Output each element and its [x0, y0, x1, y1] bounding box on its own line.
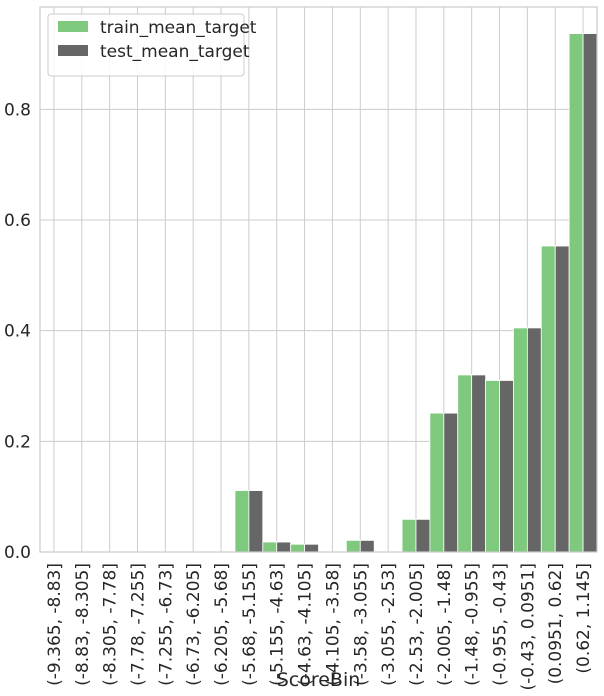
- bar-train: [290, 543, 305, 553]
- x-tick-label: (-0.955, -0.43]: [491, 563, 511, 686]
- x-tick-label: (0.62, 1.145]: [574, 563, 594, 674]
- y-tick-label: 0.6: [4, 211, 31, 231]
- bar-train: [485, 380, 500, 553]
- bar-test: [276, 541, 292, 553]
- y-axis: 0.0 0.2 0.4 0.6 0.8: [4, 100, 31, 563]
- x-tick-label: (-0.43, 0.0951]: [518, 563, 538, 691]
- bar-test: [443, 412, 459, 553]
- bar-test: [248, 490, 264, 553]
- bar-test: [554, 245, 570, 553]
- bar-train: [262, 541, 278, 553]
- x-tick-label: (-7.255, -6.73]: [156, 563, 176, 686]
- x-axis-label: ScoreBin: [277, 669, 361, 691]
- legend-label-train: train_mean_target: [100, 18, 257, 38]
- x-tick-label: (-5.68, -5.155]: [240, 563, 260, 686]
- plot-frame: [39, 6, 598, 553]
- bar-test: [471, 374, 486, 553]
- y-tick-label: 0.4: [4, 322, 31, 342]
- bar-test: [359, 539, 375, 553]
- bar-train: [568, 33, 584, 553]
- x-tick-label: (-1.48, -0.955]: [463, 563, 483, 686]
- bars: [234, 33, 598, 553]
- x-tick-label: (-4.105, -3.58]: [323, 563, 343, 686]
- bar-train: [457, 374, 473, 553]
- y-tick-label: 0.0: [4, 543, 31, 563]
- x-tick-label: (-6.73, -6.205]: [184, 563, 204, 686]
- x-tick-label: (-4.63, -4.105]: [296, 563, 316, 686]
- y-tick-label: 0.2: [4, 432, 31, 452]
- x-tick-label: (-5.155, -4.63]: [268, 563, 288, 686]
- bar-test: [499, 380, 514, 553]
- bar-test: [582, 33, 598, 553]
- x-tick-label: (-3.58, -3.055]: [351, 563, 371, 686]
- x-tick-label: (-9.365, -8.83]: [45, 563, 65, 686]
- x-tick-label: (-3.055, -2.53]: [379, 563, 399, 686]
- y-tick-label: 0.8: [4, 100, 31, 120]
- bar-train: [513, 327, 528, 553]
- legend-swatch-test: [58, 45, 88, 56]
- x-tick-label: (-8.305, -7.78]: [101, 563, 121, 686]
- bar-test: [304, 543, 319, 553]
- bar-train: [345, 539, 361, 553]
- bar-train: [401, 518, 417, 553]
- legend-swatch-train: [58, 21, 88, 32]
- bar-test: [526, 327, 542, 553]
- x-tick-label: (-2.005, -1.48]: [435, 563, 455, 686]
- legend-label-test: test_mean_target: [100, 42, 250, 62]
- x-tick-label: (-6.205, -5.68]: [212, 563, 232, 686]
- x-tick-label: (-2.53, -2.005]: [407, 563, 427, 686]
- x-tick-label: (0.0951, 0.62]: [546, 563, 566, 684]
- legend-box: [47, 13, 245, 77]
- x-tick-label: (-7.78, -7.255]: [128, 563, 148, 686]
- bar-train: [429, 412, 445, 553]
- x-tick-label: (-8.83, -8.305]: [73, 563, 93, 686]
- x-axis: (-9.365, -8.83] (-8.83, -8.305] (-8.305, -…: [45, 563, 594, 691]
- legend: train_mean_target test_mean_target: [47, 13, 257, 77]
- bar-train: [234, 490, 250, 553]
- bar-train: [540, 245, 556, 553]
- bar-test: [415, 518, 431, 553]
